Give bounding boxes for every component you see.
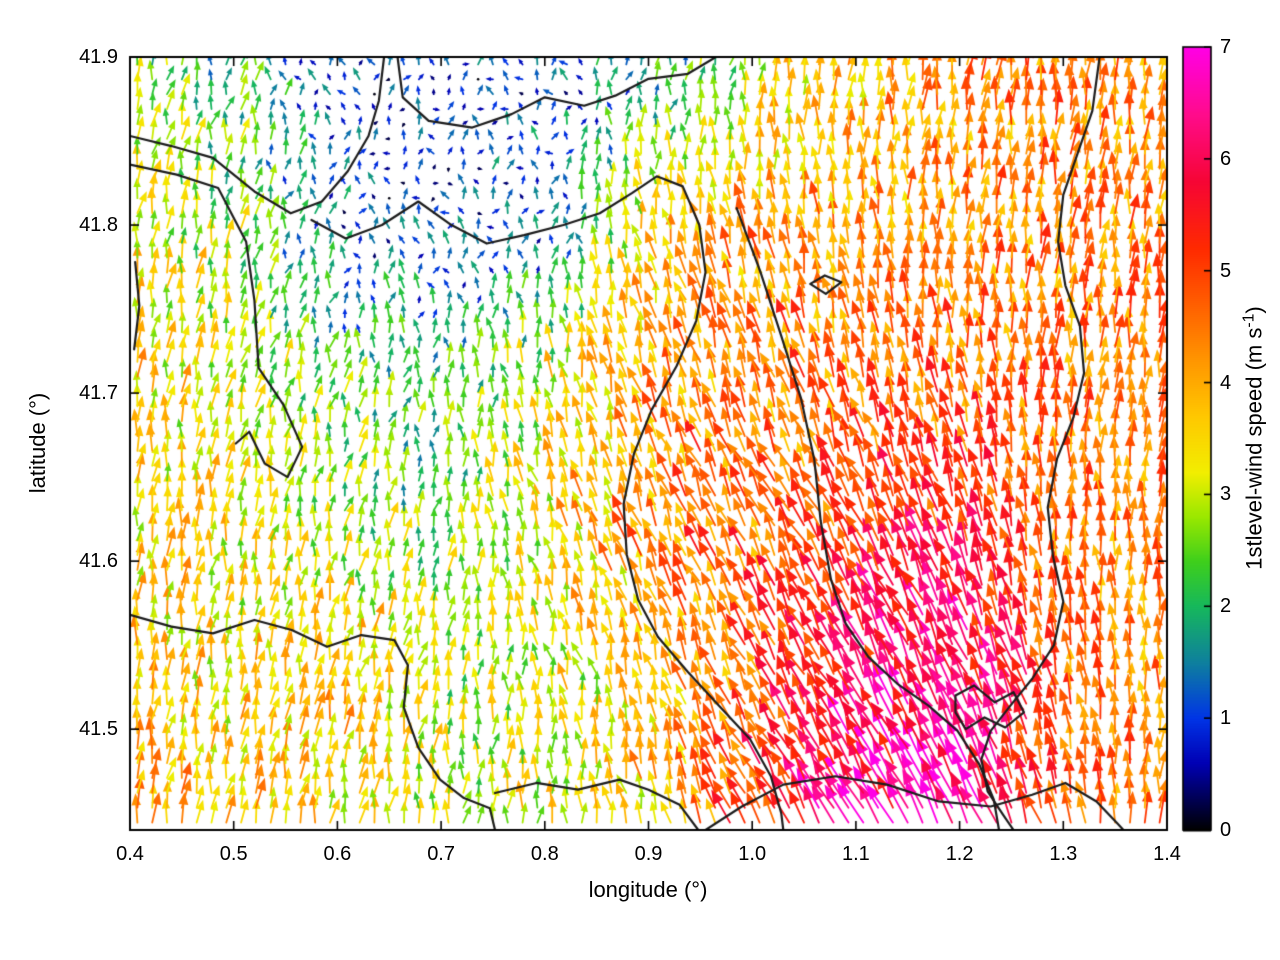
colorbar-tick-label: 2 <box>1220 595 1232 618</box>
x-tick-label: 0.6 <box>323 843 352 865</box>
y-axis-title: latitude (°) <box>25 392 50 494</box>
x-axis-title: longitude (°) <box>588 877 708 902</box>
y-tick-label: 41.7 <box>79 382 118 405</box>
colorbar-tick-label: 4 <box>1220 371 1232 394</box>
x-tick-label: 0.8 <box>530 843 559 865</box>
y-tick-label: 41.8 <box>79 214 118 237</box>
colorbar-title-close: ) <box>1241 306 1267 314</box>
x-tick-label: 1.1 <box>841 843 870 865</box>
x-tick-label: 1.4 <box>1153 843 1181 865</box>
y-tick-label: 41.9 <box>79 46 118 68</box>
x-tick-label: 0.4 <box>116 843 144 865</box>
colorbar-title: 1stlevel-wind speed (m s-1) <box>1240 306 1267 570</box>
colorbar-tick-label: 1 <box>1220 707 1232 730</box>
colorbar-tick-label: 0 <box>1220 819 1232 841</box>
colorbar-title-superscript: -1 <box>1240 313 1258 328</box>
x-tick-label: 1.3 <box>1049 843 1078 865</box>
colorbar-tick-label: 3 <box>1220 483 1232 506</box>
y-tick-label: 41.6 <box>79 550 118 573</box>
y-tick-label: 41.5 <box>79 718 118 741</box>
x-tick-label: 0.5 <box>219 843 248 865</box>
colorbar-tick-label: 5 <box>1220 259 1232 282</box>
colorbar-tick-label: 6 <box>1220 147 1232 170</box>
colorbar-title-main: 1stlevel-wind speed (m s <box>1241 327 1267 570</box>
x-tick-label: 0.9 <box>634 843 663 865</box>
colorbar-tick-label: 7 <box>1220 36 1232 58</box>
x-tick-label: 1.2 <box>945 843 974 865</box>
x-tick-label: 1.0 <box>738 843 767 865</box>
x-tick-label: 0.7 <box>427 843 455 865</box>
